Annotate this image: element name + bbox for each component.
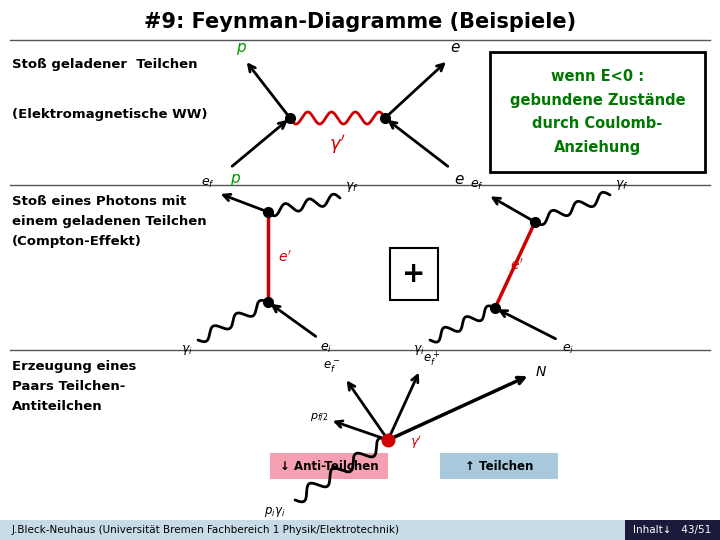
- Text: $e_f$: $e_f$: [470, 179, 484, 192]
- Text: $\gamma'$: $\gamma'$: [410, 433, 422, 451]
- Text: $e$: $e$: [454, 172, 464, 187]
- Text: $e_f^+$: $e_f^+$: [423, 349, 441, 368]
- Bar: [390, 248, 438, 300]
- Text: Erzeugung eines
Paars Teilchen-
Antiteilchen: Erzeugung eines Paars Teilchen- Antiteil…: [12, 360, 136, 413]
- Text: +: +: [402, 260, 426, 288]
- Text: $p_{f/2}$: $p_{f/2}$: [310, 412, 328, 424]
- Text: $e_i$: $e_i$: [320, 342, 332, 355]
- Text: $e$: $e$: [450, 40, 461, 55]
- Bar: [490, 52, 705, 172]
- Text: $e'$: $e'$: [510, 258, 524, 273]
- Text: J.Bleck-Neuhaus (Universität Bremen Fachbereich 1 Physik/Elektrotechnik): J.Bleck-Neuhaus (Universität Bremen Fach…: [12, 525, 400, 535]
- Text: ↑ Teilchen: ↑ Teilchen: [465, 460, 534, 472]
- Bar: [440, 453, 558, 479]
- Text: $\gamma_f$: $\gamma_f$: [345, 180, 359, 194]
- Text: $N$: $N$: [535, 365, 547, 379]
- Text: $\gamma_i$: $\gamma_i$: [413, 343, 425, 357]
- Text: #9: Feynman-Diagramme (Beispiele): #9: Feynman-Diagramme (Beispiele): [144, 12, 576, 32]
- Text: $\gamma_f$: $\gamma_f$: [615, 178, 629, 192]
- Text: Inhalt↓   43/51: Inhalt↓ 43/51: [633, 525, 711, 535]
- Text: Stoß eines Photons mit
einem geladenen Teilchen
(Compton-Effekt): Stoß eines Photons mit einem geladenen T…: [12, 195, 207, 248]
- Text: ↓ Anti-Teilchen: ↓ Anti-Teilchen: [279, 460, 378, 472]
- Bar: [270, 453, 388, 479]
- Text: $\gamma'$: $\gamma'$: [328, 133, 346, 156]
- Text: $p$: $p$: [236, 41, 247, 57]
- Text: $e_f$: $e_f$: [201, 177, 215, 190]
- Text: $e_f^-$: $e_f^-$: [323, 360, 340, 375]
- Bar: [625, 520, 720, 540]
- Text: $\gamma_i$: $\gamma_i$: [181, 343, 193, 357]
- Text: $e_i$: $e_i$: [562, 343, 574, 356]
- Text: wenn E<0 :
gebundene Zustände
durch Coulomb-
Anziehung: wenn E<0 : gebundene Zustände durch Coul…: [510, 70, 685, 154]
- Text: $p$: $p$: [230, 172, 241, 188]
- Bar: [0, 520, 720, 540]
- Text: $p_i\gamma_i$: $p_i\gamma_i$: [264, 505, 285, 519]
- Text: $e'$: $e'$: [278, 249, 292, 265]
- Text: Stoß geladener  Teilchen

(Elektromagnetische WW): Stoß geladener Teilchen (Elektromagnetis…: [12, 58, 207, 121]
